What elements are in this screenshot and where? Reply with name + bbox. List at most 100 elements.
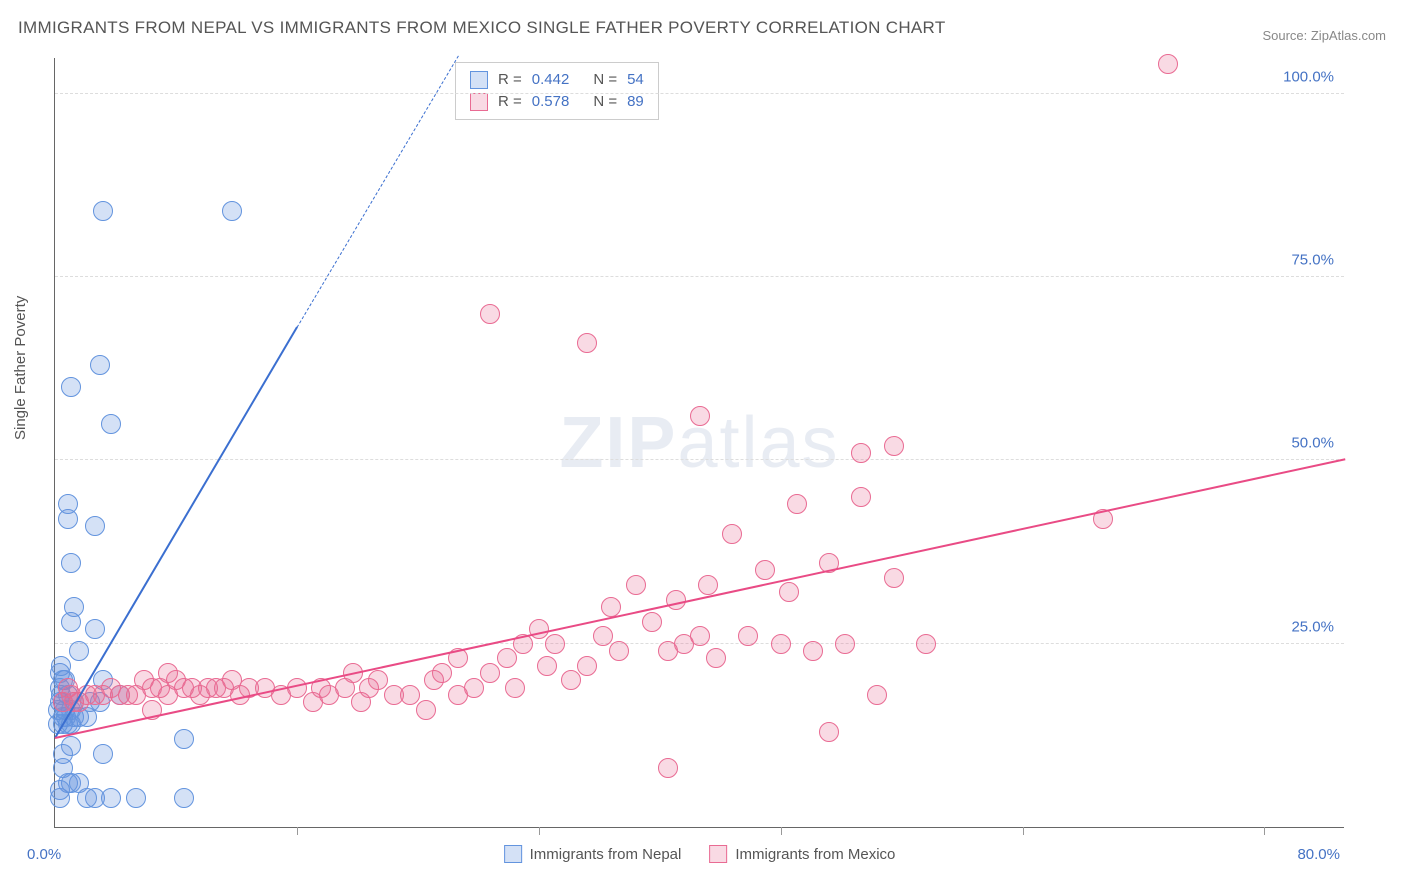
data-point (464, 678, 484, 698)
data-point (93, 201, 113, 221)
r-label: R = (498, 91, 522, 113)
legend-swatch (504, 845, 522, 863)
data-point (61, 377, 81, 397)
data-point (884, 436, 904, 456)
series-legend: Immigrants from Nepal Immigrants from Mex… (504, 845, 896, 863)
x-tick (1023, 827, 1024, 835)
r-value: 0.442 (532, 69, 570, 91)
gridline (55, 459, 1344, 460)
data-point (61, 553, 81, 573)
legend-item: Immigrants from Mexico (709, 845, 895, 863)
data-point (90, 355, 110, 375)
data-point (50, 780, 70, 800)
data-point (545, 634, 565, 654)
data-point (851, 443, 871, 463)
x-tick (781, 827, 782, 835)
r-legend-row: R = 0.578 N = 89 (470, 91, 644, 113)
legend-label: Immigrants from Nepal (530, 846, 682, 863)
data-point (577, 333, 597, 353)
data-point (537, 656, 557, 676)
data-point (690, 626, 710, 646)
legend-swatch (470, 71, 488, 89)
data-point (480, 663, 500, 683)
data-point (787, 494, 807, 514)
data-point (126, 788, 146, 808)
data-point (1158, 54, 1178, 74)
data-point (666, 590, 686, 610)
data-point (222, 201, 242, 221)
trend-line (55, 458, 1345, 739)
x-tick-label: 80.0% (1297, 846, 1340, 863)
x-tick (539, 827, 540, 835)
n-label: N = (593, 91, 617, 113)
data-point (480, 304, 500, 324)
data-point (722, 524, 742, 544)
data-point (497, 648, 517, 668)
y-tick-label: 50.0% (1291, 435, 1334, 452)
data-point (93, 744, 113, 764)
data-point (626, 575, 646, 595)
data-point (698, 575, 718, 595)
r-label: R = (498, 69, 522, 91)
x-tick-label: 0.0% (27, 846, 61, 863)
data-point (505, 678, 525, 698)
data-point (58, 494, 78, 514)
data-point (85, 516, 105, 536)
data-point (69, 641, 89, 661)
data-point (609, 641, 629, 661)
n-value: 89 (627, 91, 644, 113)
legend-item: Immigrants from Nepal (504, 845, 682, 863)
data-point (432, 663, 452, 683)
data-point (851, 487, 871, 507)
data-point (158, 663, 178, 683)
r-value: 0.578 (532, 91, 570, 113)
legend-label: Immigrants from Mexico (735, 846, 895, 863)
gridline (55, 93, 1344, 94)
data-point (368, 670, 388, 690)
x-tick (1264, 827, 1265, 835)
data-point (601, 597, 621, 617)
data-point (174, 729, 194, 749)
data-point (738, 626, 758, 646)
data-point (174, 788, 194, 808)
trend-line (296, 56, 458, 328)
data-point (77, 788, 97, 808)
data-point (916, 634, 936, 654)
source-attribution: Source: ZipAtlas.com (1262, 28, 1386, 43)
legend-swatch (709, 845, 727, 863)
data-point (85, 619, 105, 639)
data-point (690, 406, 710, 426)
data-point (593, 626, 613, 646)
n-value: 54 (627, 69, 644, 91)
n-label: N = (593, 69, 617, 91)
y-tick-label: 75.0% (1291, 252, 1334, 269)
chart-title: IMMIGRANTS FROM NEPAL VS IMMIGRANTS FROM… (18, 18, 946, 38)
y-axis-label: Single Father Poverty (12, 296, 29, 440)
y-tick-label: 100.0% (1283, 68, 1334, 85)
data-point (658, 758, 678, 778)
data-point (64, 597, 84, 617)
data-point (561, 670, 581, 690)
r-legend-box: R = 0.442 N = 54 R = 0.578 N = 89 (455, 62, 659, 120)
data-point (803, 641, 823, 661)
data-point (884, 568, 904, 588)
data-point (755, 560, 775, 580)
scatter-plot-area: ZIPatlas R = 0.442N = 54R = 0.578N = 89 … (54, 58, 1344, 828)
x-tick (297, 827, 298, 835)
data-point (867, 685, 887, 705)
legend-swatch (470, 93, 488, 111)
data-point (779, 582, 799, 602)
data-point (642, 612, 662, 632)
data-point (771, 634, 791, 654)
gridline (55, 276, 1344, 277)
y-tick-label: 25.0% (1291, 618, 1334, 635)
data-point (400, 685, 420, 705)
r-legend-row: R = 0.442 N = 54 (470, 69, 644, 91)
data-point (101, 788, 121, 808)
data-point (577, 656, 597, 676)
data-point (101, 414, 121, 434)
data-point (706, 648, 726, 668)
data-point (819, 722, 839, 742)
data-point (416, 700, 436, 720)
data-point (835, 634, 855, 654)
